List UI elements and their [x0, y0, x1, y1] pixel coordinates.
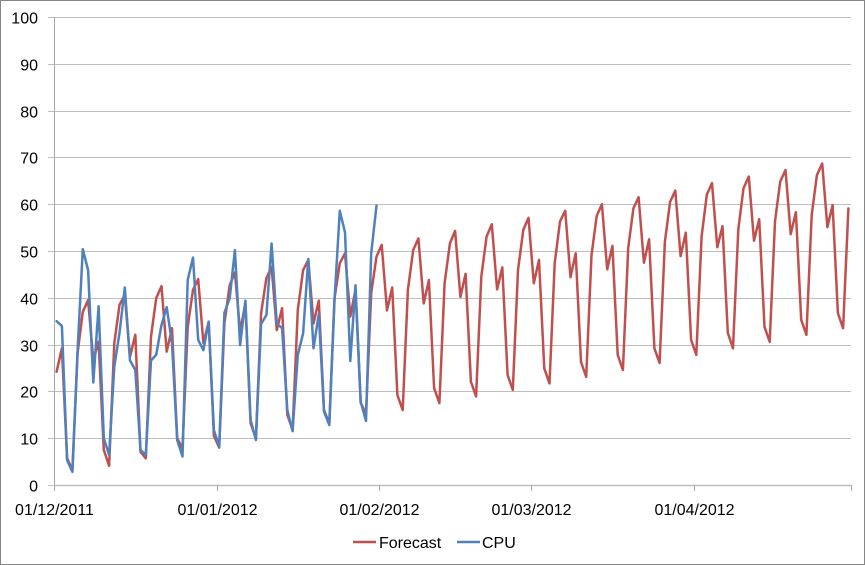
- legend: Forecast CPU: [353, 535, 516, 552]
- y-tick-label: 30: [20, 339, 38, 356]
- x-tick-label: 01/12/2011: [15, 502, 94, 519]
- y-tick-label: 80: [20, 105, 38, 122]
- x-tick-label: 01/01/2012: [177, 502, 257, 519]
- series-line-forecast: [55, 162, 850, 472]
- y-tick-label: 40: [20, 292, 38, 309]
- y-tick-label: 20: [20, 385, 38, 402]
- x-tick-label: 01/04/2012: [654, 502, 734, 519]
- y-tick-label: 100: [11, 11, 38, 28]
- x-tick-label: 01/02/2012: [339, 502, 419, 519]
- legend-label-cpu: CPU: [482, 535, 516, 552]
- x-tick-label: 01/03/2012: [491, 502, 571, 519]
- series-line-cpu: [55, 204, 378, 474]
- y-axis: 0 10 20 30 40 50 60 70 80 90 100: [11, 11, 55, 496]
- legend-label-forecast: Forecast: [379, 535, 442, 552]
- y-tick-label: 70: [20, 151, 38, 168]
- y-tick-label: 10: [20, 432, 38, 449]
- legend-item-forecast[interactable]: Forecast: [353, 535, 442, 552]
- y-tick-label: 50: [20, 245, 38, 262]
- legend-item-cpu[interactable]: CPU: [457, 535, 516, 552]
- x-axis: 01/12/2011 01/01/2012 01/02/2012 01/03/2012…: [15, 484, 852, 519]
- y-tick-label: 90: [20, 58, 38, 75]
- plot-series: [55, 162, 850, 474]
- y-tick-label: 0: [29, 479, 38, 496]
- y-tick-label: 60: [20, 198, 38, 215]
